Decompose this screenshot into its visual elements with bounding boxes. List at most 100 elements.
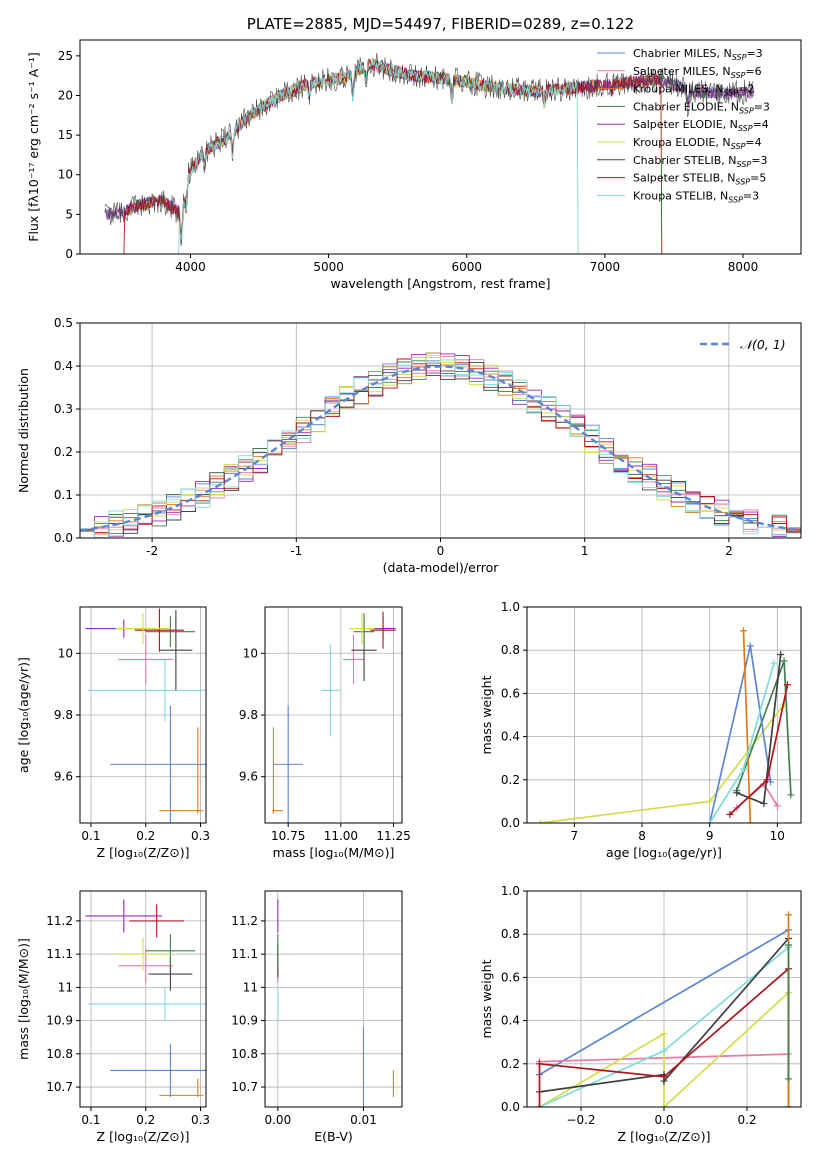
x-tick-label: 11.25 bbox=[376, 829, 410, 843]
spectrum-line-kroupa_stelib bbox=[104, 59, 754, 254]
y-tick-label: 0.0 bbox=[54, 531, 73, 545]
axes-frame bbox=[79, 39, 802, 255]
panel-age-vs-mass bbox=[265, 607, 402, 823]
x-tick-label: −0.2 bbox=[566, 1113, 595, 1127]
weight-marker bbox=[535, 1103, 543, 1107]
weight-line-chabrier_miles bbox=[539, 929, 789, 1076]
x-tick-label: 11.00 bbox=[324, 829, 358, 843]
x-tick-label: 0.01 bbox=[350, 1113, 377, 1127]
y-tick-label: 10 bbox=[58, 646, 73, 660]
spectrum-line-salpeter_stelib bbox=[104, 58, 754, 254]
weight-marker bbox=[660, 1047, 668, 1055]
y-tick-label: 10 bbox=[243, 646, 258, 660]
y-tick-label: 0.4 bbox=[54, 359, 73, 373]
y-tick-label: 0.5 bbox=[54, 316, 73, 330]
errorbar-kroupa_stelib bbox=[320, 644, 340, 737]
axes-spectrum: 4000 5000 6000 7000 8000 0 5 10 15 20 25 wavelength… bbox=[26, 15, 802, 291]
errorbar-salpeter_miles bbox=[118, 634, 174, 685]
weight-marker bbox=[726, 810, 734, 818]
weight-marker bbox=[660, 1103, 668, 1107]
weight-marker bbox=[739, 627, 747, 635]
x-tick-label: 0.1 bbox=[81, 829, 100, 843]
legend-entry: Chabrier STELIB, NSSP=3 bbox=[633, 154, 767, 169]
errorbar-kroupa_elodie bbox=[115, 613, 171, 645]
y-tick-label: 0.0 bbox=[501, 816, 520, 830]
weight-marker bbox=[783, 681, 791, 689]
errorbar-kroupa_miles bbox=[159, 727, 204, 814]
axes-mass-vs-ebv: 0.00 0.01 10.7 10.8 10.9 11 11.1 11.2 E(B-V) bbox=[231, 890, 403, 1144]
y-tick-label: 10.9 bbox=[231, 1014, 258, 1028]
weight-marker bbox=[770, 659, 778, 667]
errorbar-salpeter_miles bbox=[118, 949, 174, 983]
y-tick-label: 9.6 bbox=[54, 770, 73, 784]
errorbar-salpeter_stelib bbox=[370, 611, 396, 649]
axes-frame bbox=[79, 890, 207, 1108]
y-tick-label: 11.1 bbox=[46, 947, 73, 961]
plot-area-residuals bbox=[80, 352, 801, 538]
y-tick-label: 0.4 bbox=[501, 730, 520, 744]
y-tick-label: 0.8 bbox=[501, 927, 520, 941]
legend-entry: Salpeter STELIB, NSSP=5 bbox=[633, 172, 766, 187]
y-tick-label: 9.8 bbox=[54, 708, 73, 722]
x-tick-label: 0.3 bbox=[191, 1113, 210, 1127]
errorbar-chabrier_elodie bbox=[145, 934, 196, 968]
errorbar-salpeter_elodie bbox=[85, 899, 163, 933]
errorbar-chabrier_elodie bbox=[353, 613, 375, 651]
x-tick-label: 6000 bbox=[451, 260, 482, 274]
weight-marker bbox=[785, 941, 793, 949]
plot-area-age-vs-mass bbox=[272, 611, 396, 823]
axes-age-vs-Z: 0.1 0.2 0.3 9.6 9.8 10 Z [log₁₀(Z/Z⊙)] age [log… bbox=[16, 606, 210, 860]
hist-salpeter_elodie bbox=[80, 353, 801, 538]
normal-curve bbox=[80, 365, 801, 532]
x-tick-label: 7000 bbox=[590, 260, 621, 274]
x-axis-label: age [log₁₀(age/yr)] bbox=[606, 845, 722, 860]
errorbar-chabrier_miles bbox=[110, 1043, 206, 1098]
x-tick-label: 1 bbox=[581, 544, 589, 558]
errorbar-chabrier_elodie bbox=[145, 616, 196, 648]
plot-area-age-vs-Z bbox=[85, 608, 206, 823]
weight-marker bbox=[785, 1103, 793, 1107]
y-tick-label: 10 bbox=[58, 168, 73, 182]
x-tick-label: 10 bbox=[770, 829, 785, 843]
errorbar-salpeter_stelib bbox=[129, 904, 185, 938]
y-tick-label: 5 bbox=[65, 207, 73, 221]
weight-marker bbox=[706, 819, 714, 823]
x-tick-label: 0.2 bbox=[136, 829, 155, 843]
weight-line-kroupa_miles bbox=[742, 630, 752, 823]
y-tick-label: 0.4 bbox=[501, 1014, 520, 1028]
x-tick-label: 5000 bbox=[313, 260, 344, 274]
legend-entry: Chabrier MILES, NSSP=3 bbox=[633, 47, 763, 62]
errorbar-kroupa_elodie bbox=[349, 613, 375, 645]
x-tick-label: 8 bbox=[638, 829, 646, 843]
x-tick-label: 0.2 bbox=[136, 1113, 155, 1127]
plot-area-mass-vs-ebv bbox=[277, 899, 394, 1107]
y-tick-label: 10.8 bbox=[46, 1047, 73, 1061]
y-tick-label: 20 bbox=[58, 88, 73, 102]
weight-marker bbox=[660, 1030, 668, 1038]
x-axis-label: (data-model)/error bbox=[383, 560, 500, 575]
errorbar-kroupa_elodie bbox=[115, 937, 171, 971]
weight-marker bbox=[780, 657, 788, 665]
y-tick-label: 1.0 bbox=[501, 884, 520, 898]
panel-mass-vs-Z bbox=[80, 891, 206, 1107]
y-tick-label: 0.0 bbox=[501, 1100, 520, 1114]
x-tick-label: 2 bbox=[725, 544, 733, 558]
y-tick-label: 10.9 bbox=[46, 1014, 73, 1028]
weight-marker bbox=[763, 776, 771, 784]
y-tick-label: 0.3 bbox=[54, 402, 73, 416]
weight-marker bbox=[746, 642, 754, 650]
y-tick-label: 0 bbox=[65, 247, 73, 261]
plot-area-spectrum bbox=[104, 52, 755, 254]
y-tick-label: 11 bbox=[243, 980, 258, 994]
chart-title: PLATE=2885, MJD=54497, FIBERID=0289, z=0… bbox=[247, 15, 634, 33]
y-tick-label: 11.2 bbox=[231, 914, 258, 928]
hist-kroupa_stelib bbox=[80, 357, 801, 538]
axes-residuals: -2 -1 0 1 2 0.0 0.1 0.2 0.3 0.4 0.5 (data-model)/er… bbox=[16, 316, 802, 575]
x-tick-label: 9 bbox=[706, 829, 714, 843]
x-axis-label: Z [log₁₀(Z/Z⊙)] bbox=[618, 1129, 711, 1144]
y-tick-label: 10.7 bbox=[46, 1080, 73, 1094]
weight-marker bbox=[785, 911, 793, 919]
errorbar-kroupa_stelib bbox=[88, 659, 206, 722]
axes-frame bbox=[526, 606, 802, 824]
x-tick-label: 0.0 bbox=[654, 1113, 673, 1127]
